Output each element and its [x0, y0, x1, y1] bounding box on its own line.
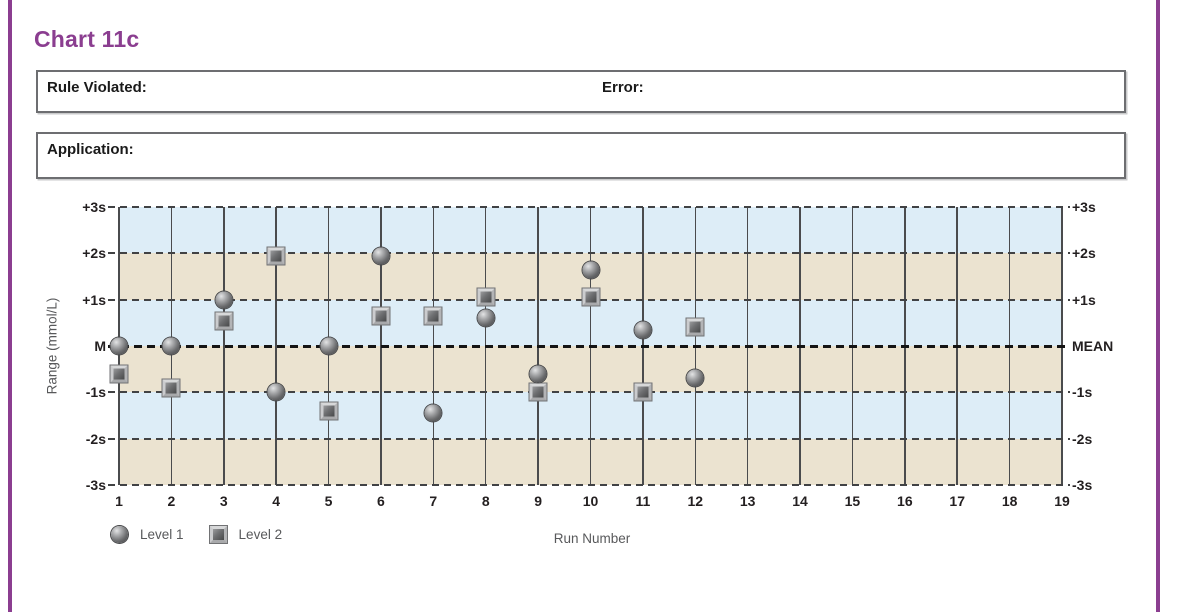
datapoint-level-1 [162, 337, 180, 355]
circle-legend-icon [111, 526, 128, 543]
x-tick: 11 [635, 493, 651, 509]
left-purple-rule [8, 0, 12, 612]
y-tick-right: +2s [1072, 245, 1096, 262]
datapoint-level-1 [477, 309, 495, 327]
datapoint-level-1 [424, 404, 442, 422]
y-tick-left: +2s [82, 245, 106, 262]
y-tick-left: -1s [85, 384, 106, 401]
datapoint-level-2 [424, 307, 442, 325]
x-tick: 8 [481, 493, 490, 509]
levey-jennings-chart: Range (mmol/L) Level 1 Level 2 Run Number… [0, 190, 1178, 612]
y-tick-right: -1s [1072, 384, 1093, 401]
sigma-line [108, 206, 1070, 208]
x-tick: 10 [582, 493, 599, 509]
datapoint-level-2 [267, 247, 285, 265]
sigma-line [108, 391, 1070, 394]
datapoint-level-1 [686, 369, 704, 387]
x-tick: 17 [949, 493, 965, 509]
application-box[interactable]: Application: [36, 132, 1126, 179]
datapoint-level-2 [477, 288, 495, 306]
x-tick: 14 [792, 493, 808, 509]
x-tick: 15 [844, 493, 861, 509]
sigma-line [108, 437, 1070, 440]
square-legend-icon [209, 526, 227, 543]
x-tick: 4 [272, 493, 281, 509]
right-purple-rule [1156, 0, 1160, 612]
rule-violated-box[interactable]: Rule Violated: Error: [36, 70, 1126, 113]
x-tick: 12 [687, 493, 704, 509]
datapoint-level-2 [686, 318, 704, 336]
datapoint-level-2 [320, 402, 338, 420]
y-tick-left: +3s [82, 199, 106, 215]
x-tick: 18 [1001, 493, 1018, 509]
y-tick-left: -2s [85, 430, 106, 447]
sigma-line [108, 252, 1070, 255]
x-tick: 16 [897, 493, 913, 509]
y-tick-left: -3s [85, 477, 106, 493]
datapoint-level-1 [372, 247, 390, 265]
datapoint-level-2 [215, 312, 233, 330]
error-label: Error: [602, 79, 644, 96]
y-tick-right: +3s [1072, 199, 1096, 215]
datapoint-level-2 [162, 379, 180, 397]
y-tick-right: -3s [1072, 477, 1093, 493]
x-tick: 1 [115, 493, 123, 509]
chart-legend: Level 1 Level 2 [111, 526, 282, 543]
mean-line [108, 344, 1070, 348]
y-tick-right: -2s [1072, 430, 1093, 447]
datapoint-level-2 [529, 383, 547, 401]
sigma-line [108, 484, 1070, 486]
datapoint-level-1 [215, 291, 233, 309]
datapoint-level-1 [529, 365, 547, 383]
datapoint-level-2 [110, 365, 128, 383]
datapoint-level-1 [267, 383, 285, 401]
datapoint-level-2 [372, 307, 390, 325]
y-tick-right: +1s [1072, 291, 1096, 308]
x-tick: 13 [739, 493, 756, 509]
legend-item-level-1: Level 1 [111, 526, 184, 543]
x-tick: 19 [1054, 493, 1070, 509]
plot-area [108, 206, 1070, 486]
datapoint-level-2 [582, 288, 599, 306]
datapoint-level-1 [110, 337, 128, 355]
x-tick: 2 [167, 493, 176, 509]
x-tick: 5 [324, 493, 333, 509]
rule-violated-label: Rule Violated: [47, 79, 147, 96]
application-label: Application: [47, 141, 134, 158]
y-tick-left: +1s [82, 291, 106, 308]
x-tick: 7 [429, 493, 438, 509]
legend-item-level-2: Level 2 [209, 526, 283, 543]
y-tick-left: M [94, 338, 106, 354]
legend-label: Level 2 [238, 527, 283, 542]
legend-label: Level 1 [140, 527, 184, 542]
x-tick: 9 [534, 493, 542, 509]
datapoint-level-1 [582, 261, 599, 279]
datapoint-level-2 [634, 383, 652, 401]
y-tick-right: MEAN [1072, 338, 1114, 354]
page-title: Chart 11c [34, 26, 140, 52]
datapoint-level-1 [320, 337, 338, 355]
datapoint-level-1 [634, 321, 652, 339]
x-axis-title: Run Number [553, 531, 631, 546]
x-tick: 6 [377, 493, 385, 509]
x-tick: 3 [219, 493, 228, 509]
